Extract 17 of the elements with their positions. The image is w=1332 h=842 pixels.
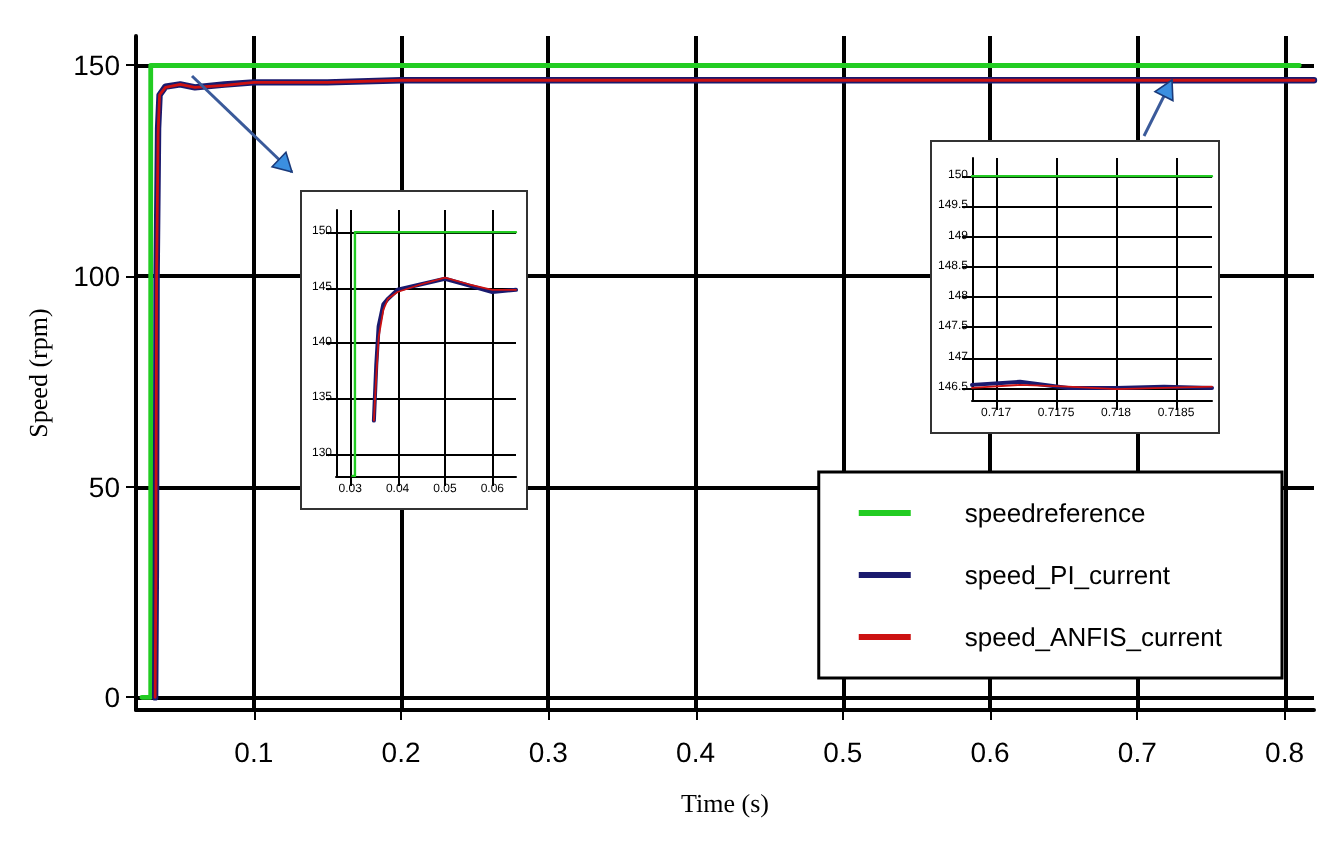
y-tick-label: 50 (88, 470, 121, 503)
x-tick-label: 0.7 (1117, 736, 1158, 768)
y-tick-label: 150 (73, 49, 121, 82)
x-axis-title: Time (s) (681, 788, 769, 818)
legend-label: speedreference (964, 498, 1146, 528)
y-tick-label: 100 (73, 260, 121, 293)
y-axis-title: Speed (rpm) (23, 308, 54, 438)
x-tick-label: 0.3 (528, 736, 569, 768)
y-tick-label: 0 (104, 681, 121, 714)
x-tick-label: 0.4 (676, 736, 716, 768)
x-tick-label: 0.2 (381, 736, 421, 768)
x-tick-label: 0.5 (823, 736, 863, 768)
legend-label: speed_PI_current (964, 560, 1171, 590)
x-tick-label: 0.6 (970, 736, 1010, 768)
legend-label: speed_ANFIS_current (964, 622, 1223, 652)
x-tick-label: 0.8 (1265, 736, 1305, 768)
x-tick-label: 0.1 (234, 736, 274, 768)
